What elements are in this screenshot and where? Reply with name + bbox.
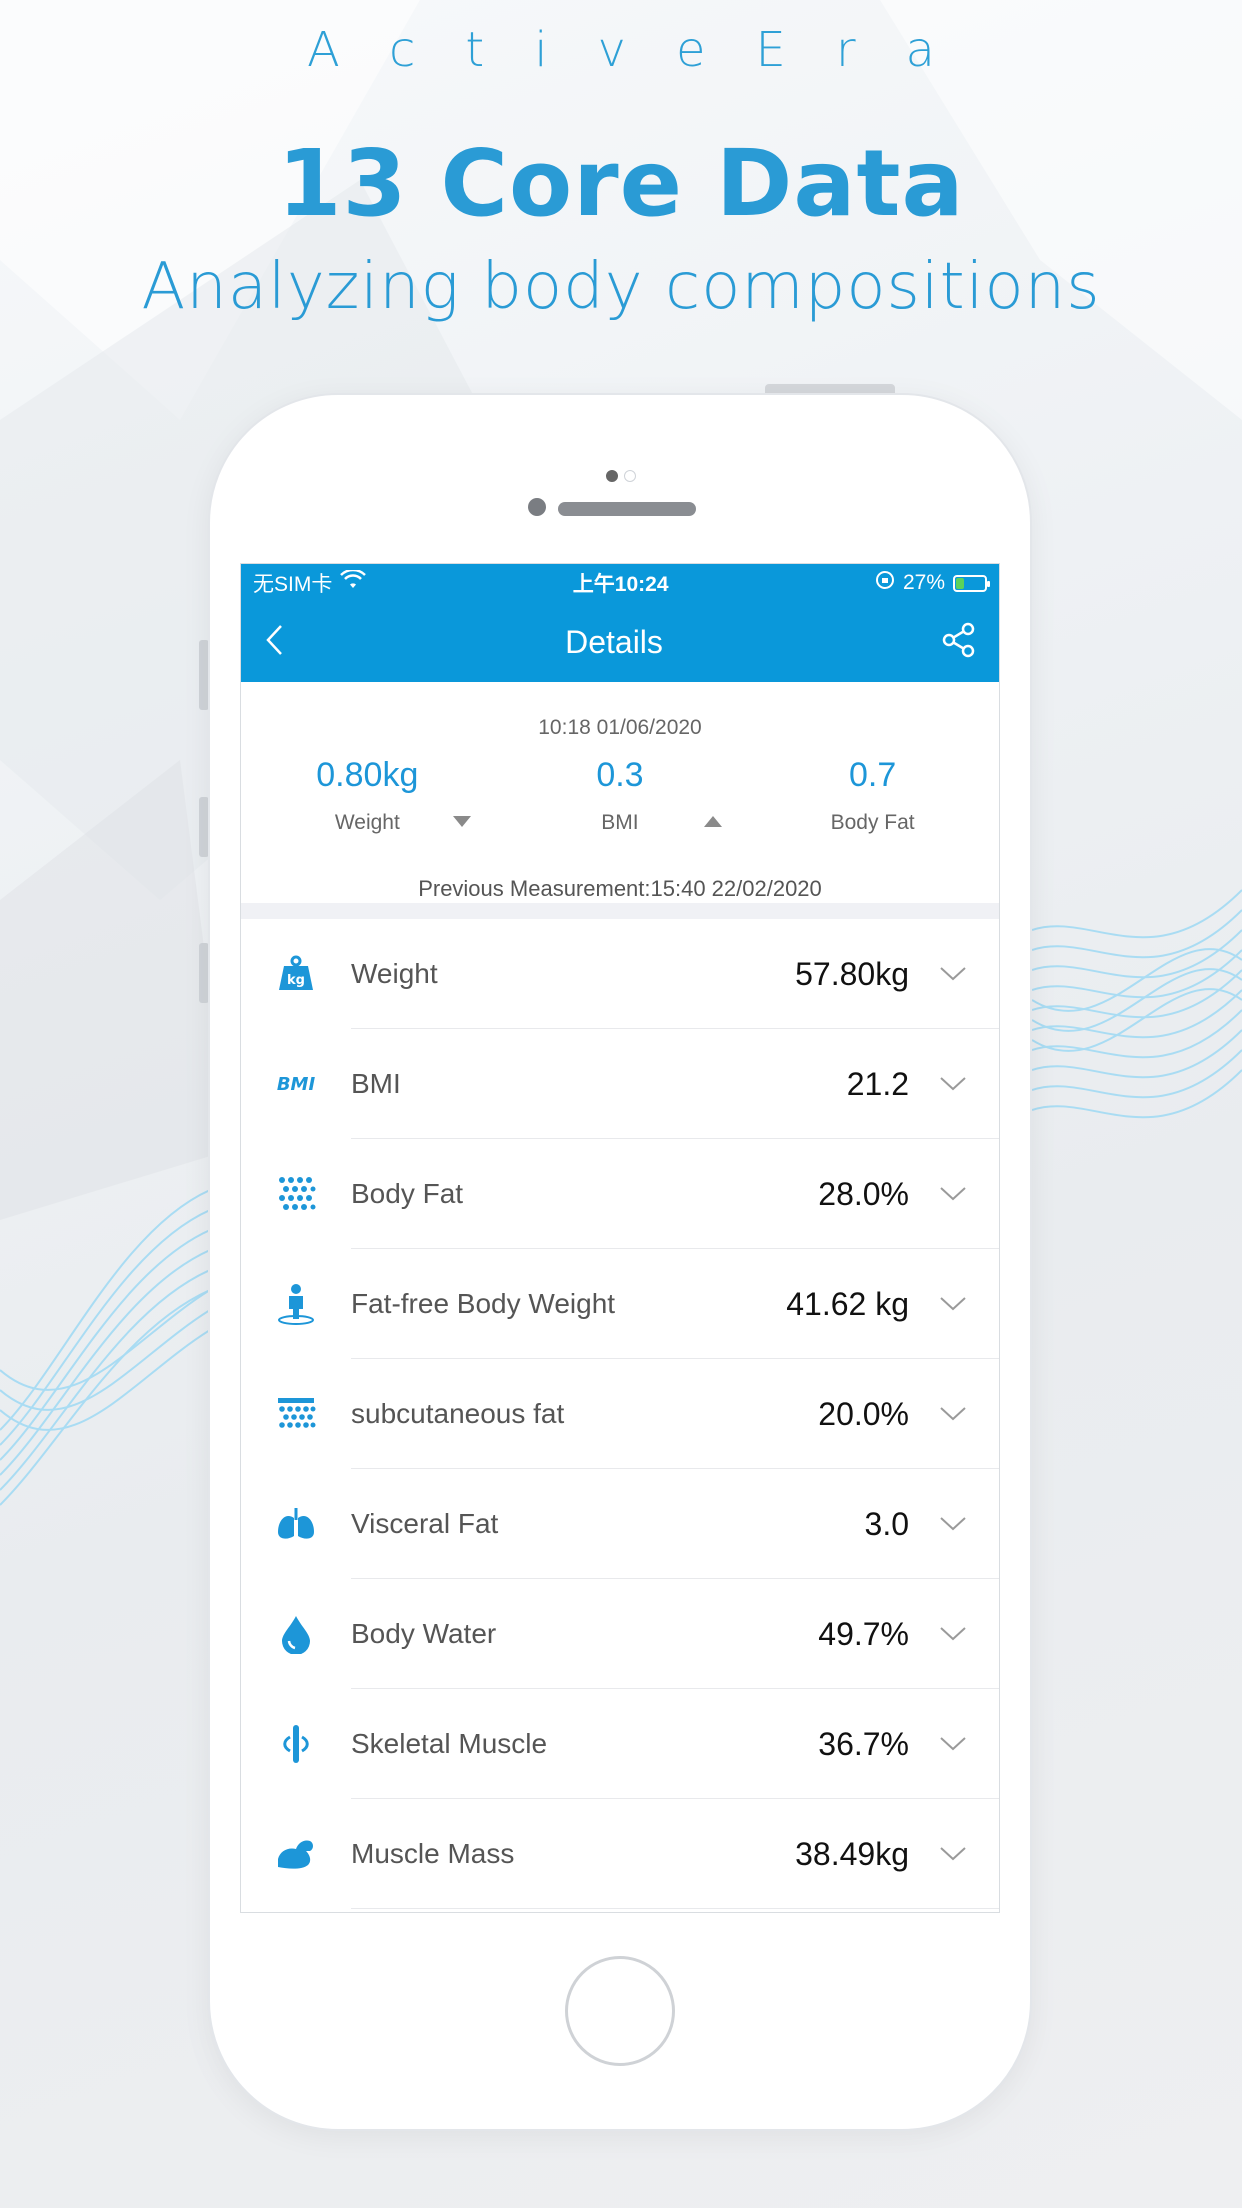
metric-row-skeletal-muscle[interactable]: Skeletal Muscle 36.7% xyxy=(241,1689,999,1799)
decorative-waves-left xyxy=(0,1189,210,1506)
battery-icon xyxy=(953,574,990,592)
metric-label: Body Fat xyxy=(351,1178,464,1209)
summary-bmi-change: 0.3 BMI xyxy=(494,756,747,835)
page-indicator xyxy=(606,470,636,482)
metric-label: Muscle Mass xyxy=(351,1838,515,1869)
measurement-summary: 10:18 01/06/2020 0.80kg Weight 0.3 BMI 0… xyxy=(241,682,999,919)
summary-label: Weight xyxy=(334,811,400,834)
chevron-down-icon[interactable] xyxy=(939,1626,999,1642)
metrics-list: kg Weight 57.80kg BMI BMI 21.2 Body Fat … xyxy=(241,919,999,1909)
metric-value: 38.49kg xyxy=(795,1835,909,1872)
metric-row-subcutaneous-fat[interactable]: subcutaneous fat 20.0% xyxy=(241,1359,999,1469)
fat-free-body-icon xyxy=(241,1283,351,1325)
metric-row-body-fat[interactable]: Body Fat 28.0% xyxy=(241,1139,999,1249)
metric-label: Visceral Fat xyxy=(351,1508,499,1539)
metric-value: 49.7% xyxy=(818,1615,909,1652)
metric-label: subcutaneous fat xyxy=(351,1398,565,1429)
promo-subheadline: Analyzing body compositions xyxy=(141,250,1101,324)
visceral-fat-icon xyxy=(241,1506,351,1542)
phone-camera xyxy=(528,498,546,516)
summary-weight-change: 0.80kg Weight xyxy=(241,756,494,835)
metric-label: Skeletal Muscle xyxy=(351,1728,548,1759)
skeletal-muscle-icon xyxy=(241,1723,351,1765)
status-bar: 无SIM卡 上午10:24 27% xyxy=(241,564,999,602)
metric-value: 41.62 kg xyxy=(786,1285,909,1322)
status-time: 上午10:24 xyxy=(572,573,669,596)
chevron-down-icon[interactable] xyxy=(939,1736,999,1752)
metric-value: 28.0% xyxy=(818,1175,909,1212)
metric-row-muscle-mass[interactable]: Muscle Mass 38.49kg xyxy=(241,1799,999,1909)
summary-value: 0.7 xyxy=(848,756,897,794)
metric-value: 21.2 xyxy=(846,1065,909,1102)
phone-speaker xyxy=(558,502,696,516)
metric-value: 3.0 xyxy=(864,1505,909,1542)
metric-row-fat-free-body-weight[interactable]: Fat-free Body Weight 41.62 kg xyxy=(241,1249,999,1359)
muscle-mass-icon xyxy=(241,1837,351,1871)
page-title: Details xyxy=(565,623,663,660)
chevron-down-icon[interactable] xyxy=(939,1846,999,1862)
brand-wordmark: ActiveEra xyxy=(307,22,985,78)
body-fat-icon xyxy=(241,1175,351,1213)
weight-icon-text: kg xyxy=(287,973,305,988)
metric-row-bmi[interactable]: BMI BMI 21.2 xyxy=(241,1029,999,1139)
battery-percent: 27% xyxy=(902,571,945,594)
metric-row-visceral-fat[interactable]: Visceral Fat 3.0 xyxy=(241,1469,999,1579)
chevron-down-icon[interactable] xyxy=(939,966,999,982)
chevron-down-icon[interactable] xyxy=(939,1186,999,1202)
measurement-datetime: 10:18 01/06/2020 xyxy=(538,716,702,739)
phone-mute-switch xyxy=(199,640,209,710)
summary-bodyfat-change: 0.7 Body Fat xyxy=(746,756,999,835)
phone-volume-up xyxy=(199,797,209,857)
chevron-down-icon[interactable] xyxy=(939,1406,999,1422)
decorative-waves-right xyxy=(1032,889,1242,1119)
nav-bar: Details xyxy=(241,602,999,682)
wifi-icon xyxy=(340,568,367,596)
phone-home-button xyxy=(565,1956,675,2066)
summary-value: 0.80kg xyxy=(316,756,419,794)
metric-label: Weight xyxy=(351,958,438,989)
water-drop-icon xyxy=(241,1614,351,1654)
summary-value: 0.3 xyxy=(596,756,644,794)
promo-headline: 13 Core Data xyxy=(277,130,965,237)
metric-label: BMI xyxy=(351,1068,401,1099)
subcutaneous-fat-icon xyxy=(241,1396,351,1432)
bmi-icon-text: BMI xyxy=(276,1073,316,1095)
metric-label: Fat-free Body Weight xyxy=(351,1288,616,1319)
metric-value: 36.7% xyxy=(818,1725,909,1762)
orientation-lock-icon xyxy=(875,570,895,596)
chevron-down-icon[interactable] xyxy=(939,1516,999,1532)
phone-volume-down xyxy=(199,943,209,1003)
summary-label: Body Fat xyxy=(830,811,915,834)
trend-up-icon xyxy=(703,816,722,827)
app-screen: 无SIM卡 上午10:24 27% Details 10:18 01/06/20… xyxy=(240,563,1000,1913)
previous-measurement: Previous Measurement:15:40 22/02/2020 xyxy=(418,876,822,901)
share-icon[interactable] xyxy=(941,622,977,663)
bmi-icon: BMI xyxy=(241,1074,351,1095)
weight-kg-icon: kg xyxy=(241,954,351,994)
metric-value: 20.0% xyxy=(818,1395,909,1432)
chevron-down-icon[interactable] xyxy=(939,1076,999,1092)
metric-row-body-water[interactable]: Body Water 49.7% xyxy=(241,1579,999,1689)
metric-label: Body Water xyxy=(351,1618,497,1649)
metric-value: 57.80kg xyxy=(795,955,909,992)
summary-label: BMI xyxy=(601,811,639,834)
chevron-down-icon[interactable] xyxy=(939,1296,999,1312)
back-icon[interactable] xyxy=(263,622,287,663)
trend-down-icon xyxy=(453,816,471,827)
metric-row-weight[interactable]: kg Weight 57.80kg xyxy=(241,919,999,1029)
carrier-label: 无SIM卡 xyxy=(253,573,333,596)
